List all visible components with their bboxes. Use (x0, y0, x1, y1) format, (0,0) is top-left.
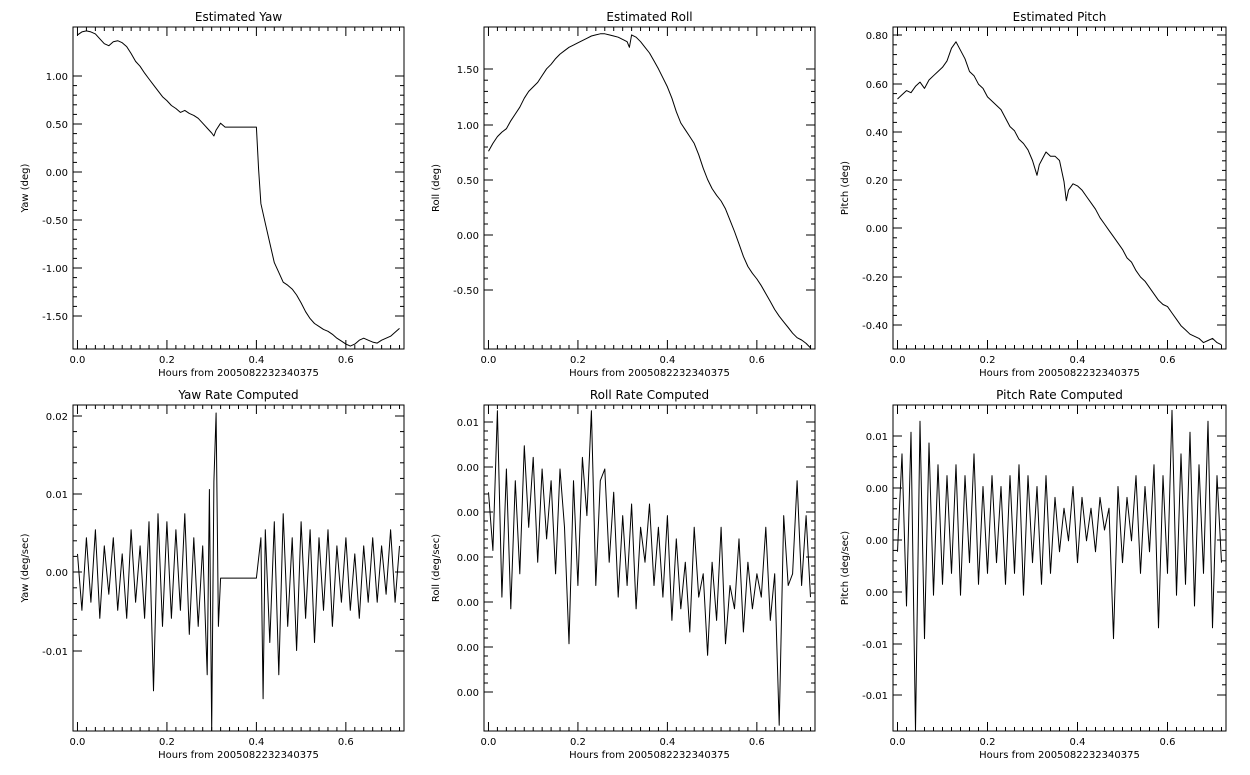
y-tick-label: -0.50 (453, 286, 479, 297)
y-tick-label: 0.00 (457, 688, 479, 699)
y-axis-label: Yaw (deg) (20, 163, 31, 213)
x-tick-label: 0.4 (248, 355, 264, 366)
x-tick-label: 0.6 (1160, 355, 1176, 366)
y-tick-label: 0.50 (457, 176, 479, 187)
x-tick-label: 0.2 (570, 355, 586, 366)
chart-title: Roll Rate Computed (590, 388, 709, 402)
y-tick-label: 0.00 (457, 463, 479, 474)
x-tick-label: 0.6 (1160, 737, 1176, 748)
x-tick-label: 0.6 (338, 355, 354, 366)
series-line (897, 409, 1222, 732)
x-tick-label: 0.0 (70, 737, 86, 748)
x-tick-label: 0.0 (481, 737, 497, 748)
chart-panel: Yaw Rate Computed Hours from 200508223234… (20, 388, 405, 761)
x-tick-label: 0.6 (338, 737, 354, 748)
series-line (488, 33, 811, 349)
y-tick-label: 0.00 (866, 536, 888, 547)
chart-title: Pitch Rate Computed (996, 388, 1123, 402)
y-axis-label: Roll (deg) (431, 164, 442, 212)
chart-panel: Estimated Yaw Hours from 2005082232340375… (20, 10, 405, 379)
y-tick-label: 0.01 (866, 432, 888, 443)
x-axis-label: Hours from 2005082232340375 (569, 368, 730, 379)
y-tick-label: 0.00 (46, 568, 68, 579)
chart-title: Estimated Pitch (1013, 10, 1107, 24)
plot-frame (72, 404, 405, 732)
x-tick-label: 0.4 (659, 355, 675, 366)
x-tick-label: 0.4 (1070, 737, 1086, 748)
y-tick-label: -0.20 (862, 273, 888, 284)
plot-frame (483, 26, 816, 350)
x-tick-label: 0.2 (980, 737, 996, 748)
x-tick-label: 0.2 (980, 355, 996, 366)
y-tick-label: -0.40 (862, 321, 888, 332)
x-axis-label: Hours from 2005082232340375 (569, 750, 730, 761)
y-tick-label: -0.50 (42, 216, 68, 227)
y-tick-label: 0.00 (46, 168, 68, 179)
series-line (488, 410, 811, 726)
y-axis-label: Pitch (deg) (840, 161, 851, 215)
y-tick-label: -0.01 (42, 647, 68, 658)
y-tick-label: 1.50 (457, 65, 479, 76)
y-tick-label: 0.40 (866, 128, 888, 139)
x-tick-label: 0.4 (659, 737, 675, 748)
x-axis-label: Hours from 2005082232340375 (158, 368, 319, 379)
y-tick-label: 0.20 (866, 176, 888, 187)
series-line (897, 41, 1222, 346)
y-tick-label: 0.01 (457, 418, 479, 429)
y-tick-label: -0.01 (862, 691, 888, 702)
x-tick-label: 0.4 (248, 737, 264, 748)
plot-frame (892, 26, 1227, 350)
chart-panel: Estimated Pitch Hours from 20050822323403… (840, 10, 1227, 379)
y-tick-label: 0.00 (866, 588, 888, 599)
y-tick-label: 0.02 (46, 412, 68, 423)
x-tick-label: 0.0 (481, 355, 497, 366)
y-tick-label: 0.00 (457, 231, 479, 242)
series-line (77, 30, 400, 347)
plot-frame (483, 404, 816, 732)
y-tick-label: 0.00 (457, 643, 479, 654)
x-tick-label: 0.0 (890, 737, 906, 748)
x-tick-label: 0.6 (749, 355, 765, 366)
chart-panel: Estimated Roll Hours from 200508223234037… (431, 10, 816, 379)
x-axis-label: Hours from 2005082232340375 (979, 368, 1140, 379)
x-tick-label: 0.2 (570, 737, 586, 748)
series-line (77, 412, 400, 732)
x-tick-label: 0.0 (70, 355, 86, 366)
plot-frame (72, 26, 405, 350)
chart-panel: Pitch Rate Computed Hours from 2005082232… (840, 388, 1227, 761)
y-tick-label: 0.00 (457, 598, 479, 609)
y-tick-label: 0.00 (866, 484, 888, 495)
y-tick-label: -0.01 (862, 640, 888, 651)
chart-title: Estimated Yaw (195, 10, 282, 24)
chart-title: Estimated Roll (606, 10, 692, 24)
x-tick-label: 0.2 (159, 355, 175, 366)
chart-title: Yaw Rate Computed (177, 388, 298, 402)
x-tick-label: 0.2 (159, 737, 175, 748)
y-tick-label: -1.00 (42, 264, 68, 275)
y-axis-label: Yaw (deg/sec) (20, 533, 31, 603)
y-tick-label: 0.60 (866, 80, 888, 91)
x-tick-label: 0.0 (890, 355, 906, 366)
y-tick-label: 0.80 (866, 31, 888, 42)
y-tick-label: 1.00 (457, 121, 479, 132)
x-tick-label: 0.6 (749, 737, 765, 748)
y-tick-label: 0.00 (457, 508, 479, 519)
x-axis-label: Hours from 2005082232340375 (979, 750, 1140, 761)
y-axis-label: Pitch (deg/sec) (840, 531, 851, 606)
y-tick-label: 0.01 (46, 490, 68, 501)
x-axis-label: Hours from 2005082232340375 (158, 750, 319, 761)
y-tick-label: -1.50 (42, 312, 68, 323)
y-tick-label: 1.00 (46, 72, 68, 83)
x-tick-label: 0.4 (1070, 355, 1086, 366)
chart-panel: Roll Rate Computed Hours from 20050822323… (431, 388, 816, 761)
y-tick-label: 0.00 (457, 553, 479, 564)
y-tick-label: 0.00 (866, 224, 888, 235)
y-tick-label: 0.50 (46, 120, 68, 131)
y-axis-label: Roll (deg/sec) (431, 534, 442, 602)
